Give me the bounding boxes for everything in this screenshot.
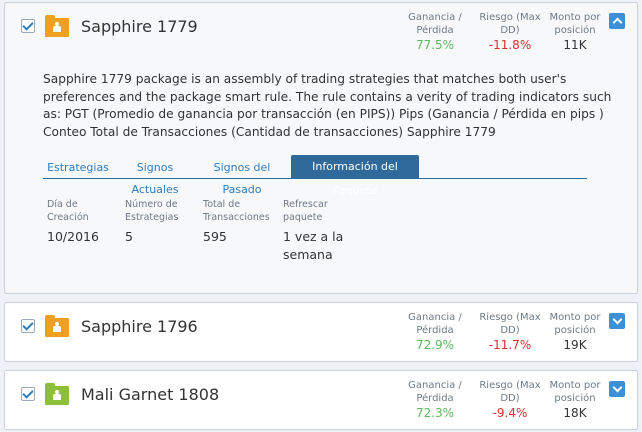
gain-loss-value: 72.3%: [415, 406, 455, 420]
tab-estrategias[interactable]: Estrategias: [47, 161, 109, 174]
amount-stat: Monto por posición 18K: [549, 379, 601, 420]
info-refresh: Refrescar paquete 1 vez a la semana: [283, 199, 359, 264]
package-checkbox[interactable]: [21, 387, 35, 401]
package-header[interactable]: Sapphire 1796 Ganancia / Pérdida 72.9% R…: [5, 303, 637, 359]
package-title: Mali Garnet 1808: [81, 385, 220, 404]
tab-informacion-paquete[interactable]: Información del Paquete: [291, 155, 419, 197]
info-strategy-count: Número de Estrategias 5: [125, 199, 195, 246]
folder-user-icon: [45, 383, 69, 405]
package-tabs: Estrategias Signos Actuales Signos del P…: [43, 155, 587, 197]
info-creation-date: Día de Creación 10/2016: [47, 199, 117, 246]
chevron-down-icon[interactable]: [609, 381, 625, 397]
risk-stat: Riesgo (Max DD) -11.8%: [475, 11, 545, 52]
gain-loss-stat: Ganancia / Pérdida 77.5%: [403, 11, 467, 52]
amount-label: Monto por posición: [549, 312, 601, 336]
amount-label: Monto por posición: [549, 380, 601, 404]
folder-user-icon: [45, 315, 69, 337]
risk-label: Riesgo (Max DD): [479, 12, 541, 36]
package-description: Sapphire 1779 package is an assembly of …: [43, 72, 612, 139]
package-title: Sapphire 1796: [81, 317, 198, 336]
amount-value: 11K: [563, 38, 587, 52]
package-checkbox[interactable]: [21, 319, 35, 333]
info-value: 595: [203, 229, 227, 244]
info-label: Refrescar paquete: [283, 199, 328, 223]
chevron-up-icon[interactable]: [609, 13, 625, 29]
gain-loss-label: Ganancia / Pérdida: [408, 380, 462, 404]
info-label: Día de Creación: [47, 199, 89, 223]
package-card-sapphire-1796: Sapphire 1796 Ganancia / Pérdida 72.9% R…: [4, 302, 638, 362]
gain-loss-stat: Ganancia / Pérdida 72.9%: [403, 311, 467, 352]
amount-value: 19K: [563, 338, 587, 352]
info-value: 1 vez a la semana: [283, 229, 344, 262]
gain-loss-label: Ganancia / Pérdida: [408, 312, 462, 336]
gain-loss-stat: Ganancia / Pérdida 72.3%: [403, 379, 467, 420]
info-label: Total de Transacciones: [203, 199, 270, 223]
chevron-down-icon[interactable]: [609, 313, 625, 329]
risk-value: -11.8%: [488, 38, 532, 52]
tab-signos-actuales[interactable]: Signos Actuales: [131, 161, 179, 196]
gain-loss-value: 72.9%: [415, 338, 455, 352]
package-title: Sapphire 1779: [81, 17, 198, 36]
risk-label: Riesgo (Max DD): [479, 380, 541, 404]
gain-loss-label: Ganancia / Pérdida: [408, 12, 462, 36]
package-checkbox[interactable]: [21, 19, 35, 33]
risk-value: -9.4%: [492, 406, 528, 420]
package-card-mali-garnet-1808: Mali Garnet 1808 Ganancia / Pérdida 72.3…: [4, 370, 638, 430]
package-card-sapphire-1779: Sapphire 1779 Ganancia / Pérdida 77.5% R…: [4, 2, 638, 294]
amount-stat: Monto por posición 19K: [549, 311, 601, 352]
folder-user-icon: [45, 15, 69, 37]
tab-signos-pasado[interactable]: Signos del Pasado: [213, 161, 271, 196]
amount-value: 18K: [563, 406, 587, 420]
risk-stat: Riesgo (Max DD) -9.4%: [475, 379, 545, 420]
info-transaction-total: Total de Transacciones 595: [203, 199, 279, 246]
info-value: 10/2016: [47, 229, 99, 244]
amount-stat: Monto por posición 11K: [549, 11, 601, 52]
info-label: Número de Estrategias: [125, 199, 179, 223]
package-header[interactable]: Sapphire 1779 Ganancia / Pérdida 77.5% R…: [5, 3, 637, 59]
gain-loss-value: 77.5%: [415, 38, 455, 52]
info-value: 5: [125, 229, 133, 244]
risk-stat: Riesgo (Max DD) -11.7%: [475, 311, 545, 352]
risk-label: Riesgo (Max DD): [479, 312, 541, 336]
risk-value: -11.7%: [488, 338, 532, 352]
package-header[interactable]: Mali Garnet 1808 Ganancia / Pérdida 72.3…: [5, 371, 637, 427]
amount-label: Monto por posición: [549, 12, 601, 36]
